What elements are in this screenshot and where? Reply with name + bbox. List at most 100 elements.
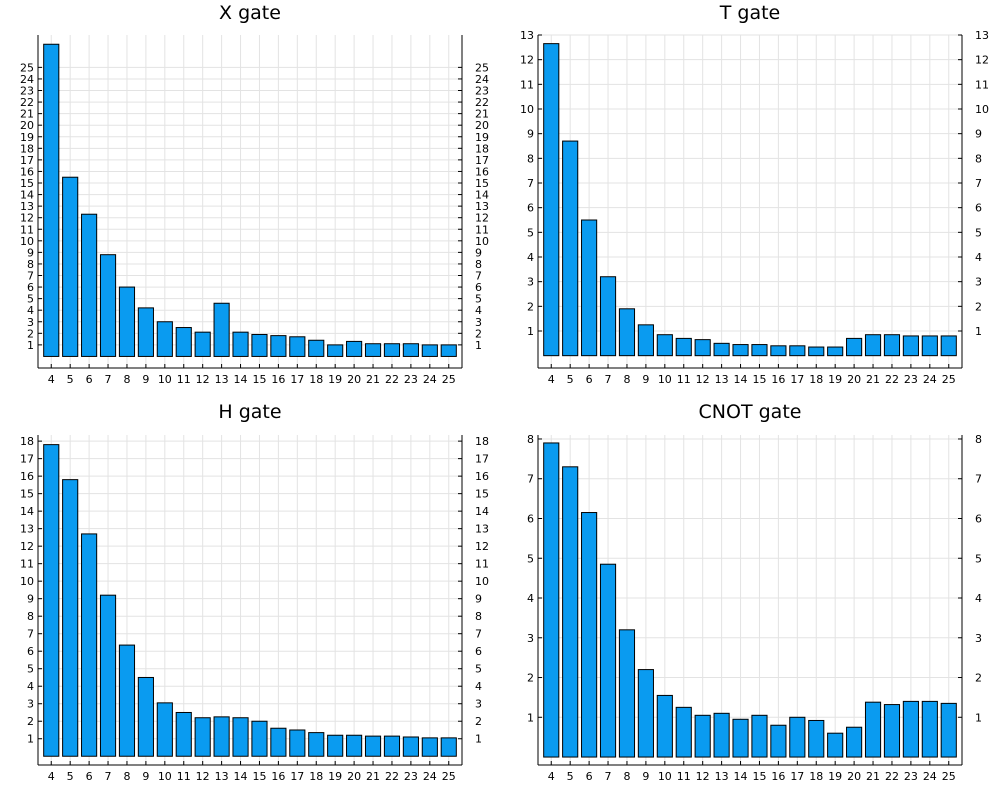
y-tick-label: 3 xyxy=(527,276,534,289)
chart-panel-3: 1 12 23 34 45 56 67 78 84 5 6 7 8 9 10 11 12 13 14 15 16 17 18… xyxy=(527,401,982,783)
x-tick-label: 13 xyxy=(715,373,729,386)
y-tick-label-right: 13 xyxy=(475,523,489,536)
x-tick-label: 16 xyxy=(771,373,785,386)
x-tick-label: 17 xyxy=(290,770,304,783)
bar-23 xyxy=(402,736,419,757)
x-tick-label: 18 xyxy=(809,373,823,386)
y-tick-label: 9 xyxy=(527,128,534,141)
y-tick-label: 22 xyxy=(20,96,34,109)
y-tick-label: 5 xyxy=(27,663,34,676)
bar-22 xyxy=(883,704,901,758)
bar-16 xyxy=(770,345,787,357)
y-tick-label-right: 3 xyxy=(975,632,982,645)
bar-13 xyxy=(213,716,230,757)
x-tick-label: 23 xyxy=(904,770,918,783)
bar-12 xyxy=(194,717,211,757)
bar-16 xyxy=(270,727,287,757)
bar-11 xyxy=(175,327,192,357)
x-tick-label: 17 xyxy=(790,770,804,783)
y-tick-label-right: 6 xyxy=(475,645,482,658)
y-tick-label-right: 6 xyxy=(475,281,482,294)
y-tick-label: 10 xyxy=(520,103,534,116)
bar-18 xyxy=(808,719,825,758)
y-tick-label-right: 19 xyxy=(475,131,489,144)
y-tick-label-right: 1 xyxy=(975,711,982,724)
y-tick-label-right: 14 xyxy=(475,189,489,202)
bar-22 xyxy=(383,343,401,357)
y-tick-label-right: 1 xyxy=(475,733,482,746)
bar-16 xyxy=(270,335,287,357)
x-tick-label: 17 xyxy=(790,373,804,386)
y-tick-label-right: 6 xyxy=(975,512,982,525)
bar-14 xyxy=(732,344,749,357)
bar-14 xyxy=(732,718,749,758)
x-tick-label: 25 xyxy=(442,770,456,783)
y-tick-label: 4 xyxy=(27,304,34,317)
bar-25 xyxy=(940,702,957,758)
x-tick-label: 5 xyxy=(67,373,74,386)
x-tick-label: 11 xyxy=(177,373,191,386)
y-tick-label-right: 8 xyxy=(975,433,982,446)
y-tick-label-right: 2 xyxy=(975,672,982,685)
y-tick-label: 8 xyxy=(527,152,534,165)
bar-17 xyxy=(289,729,306,757)
y-tick-label: 18 xyxy=(20,435,34,448)
bar-6 xyxy=(581,512,598,758)
y-tick-label: 11 xyxy=(20,558,34,571)
y-tick-label: 6 xyxy=(527,512,534,525)
x-tick-label: 7 xyxy=(105,770,112,783)
y-tick-label: 4 xyxy=(527,592,534,605)
bar-5 xyxy=(562,140,579,357)
bar-22 xyxy=(383,735,401,757)
y-tick-label: 5 xyxy=(27,293,34,306)
y-tick-label: 13 xyxy=(20,200,34,213)
y-tick-label: 9 xyxy=(27,246,34,259)
x-tick-label: 24 xyxy=(923,373,937,386)
y-tick-label: 12 xyxy=(20,212,34,225)
y-tick-label: 9 xyxy=(27,593,34,606)
bar-5 xyxy=(562,466,579,758)
y-tick-label: 6 xyxy=(27,645,34,658)
y-tick-label: 7 xyxy=(527,177,534,190)
y-tick-label: 16 xyxy=(20,165,34,178)
bar-12 xyxy=(694,714,711,758)
bar-8 xyxy=(118,286,136,357)
x-tick-label: 12 xyxy=(196,373,210,386)
bar-10 xyxy=(656,334,673,357)
x-tick-label: 22 xyxy=(885,770,899,783)
y-tick-label: 10 xyxy=(20,575,34,588)
y-tick-label-right: 20 xyxy=(475,119,489,132)
x-tick-label: 18 xyxy=(809,770,823,783)
y-tick-label: 1 xyxy=(527,711,534,724)
x-tick-label: 6 xyxy=(586,770,593,783)
y-tick-label: 7 xyxy=(27,270,34,283)
bar-4 xyxy=(543,442,560,758)
x-tick-label: 16 xyxy=(771,770,785,783)
x-tick-label: 9 xyxy=(142,770,149,783)
y-tick-label: 3 xyxy=(27,316,34,329)
x-tick-label: 22 xyxy=(385,770,399,783)
y-tick-label-right: 12 xyxy=(475,212,489,225)
y-tick-label-right: 11 xyxy=(475,558,489,571)
bar-21 xyxy=(864,701,882,758)
y-tick-label-right: 3 xyxy=(975,276,982,289)
y-tick-label: 14 xyxy=(20,505,34,518)
bar-4 xyxy=(43,43,60,357)
y-tick-label-right: 5 xyxy=(975,552,982,565)
x-tick-label: 23 xyxy=(904,373,918,386)
x-tick-label: 6 xyxy=(586,373,593,386)
y-tick-label: 8 xyxy=(527,433,534,446)
y-tick-label: 2 xyxy=(527,672,534,685)
bar-19 xyxy=(827,732,844,758)
y-tick-label-right: 5 xyxy=(475,663,482,676)
x-tick-label: 18 xyxy=(309,770,323,783)
y-tick-label: 19 xyxy=(20,131,34,144)
x-tick-label: 7 xyxy=(605,770,612,783)
bar-25 xyxy=(440,737,457,757)
bar-5 xyxy=(62,479,79,757)
x-tick-label: 6 xyxy=(86,373,93,386)
y-tick-label: 23 xyxy=(20,85,34,98)
bar-13 xyxy=(213,302,230,357)
